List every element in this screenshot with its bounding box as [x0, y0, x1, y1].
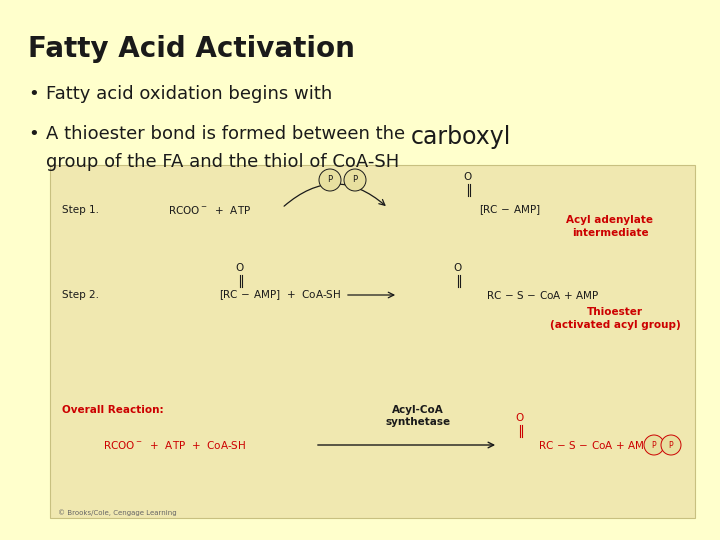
- Text: P: P: [352, 176, 358, 185]
- Text: Acyl adenylate
intermediate: Acyl adenylate intermediate: [567, 215, 654, 238]
- Text: P: P: [669, 441, 673, 449]
- Text: P: P: [328, 176, 333, 185]
- Text: •: •: [28, 125, 39, 143]
- Text: RC$\,-\,$S$\,-\,$CoA + AMP: RC$\,-\,$S$\,-\,$CoA + AMP: [487, 289, 600, 301]
- Text: O: O: [454, 263, 462, 273]
- Text: Fatty acid oxidation begins with: Fatty acid oxidation begins with: [46, 85, 338, 103]
- Circle shape: [661, 435, 681, 455]
- Text: O: O: [236, 263, 244, 273]
- Text: Fatty Acid Activation: Fatty Acid Activation: [28, 35, 355, 63]
- Text: P: P: [652, 441, 657, 449]
- Text: © Brooks/Cole, Cengage Learning: © Brooks/Cole, Cengage Learning: [58, 509, 176, 516]
- Text: O: O: [516, 413, 524, 423]
- Circle shape: [319, 169, 341, 191]
- Circle shape: [344, 169, 366, 191]
- Text: carboxyl: carboxyl: [411, 125, 511, 149]
- Text: [RC$\,-\,$AMP]  +  CoA-SH: [RC$\,-\,$AMP] + CoA-SH: [219, 288, 341, 302]
- Text: group of the FA and the thiol of CoA-SH: group of the FA and the thiol of CoA-SH: [46, 153, 400, 171]
- Bar: [50, 165, 695, 518]
- Text: RCOO$^-$  +  ATP  +  CoA-SH: RCOO$^-$ + ATP + CoA-SH: [104, 439, 247, 451]
- Text: Acyl-CoA
synthetase: Acyl-CoA synthetase: [385, 404, 451, 427]
- Text: Overall Reaction:: Overall Reaction:: [62, 405, 163, 415]
- Text: A thioester bond is formed between the: A thioester bond is formed between the: [46, 125, 411, 143]
- Circle shape: [644, 435, 664, 455]
- Text: Thioester
(activated acyl group): Thioester (activated acyl group): [549, 307, 680, 330]
- Text: RC$\,-\,$S$\,-\,$CoA + AMP +: RC$\,-\,$S$\,-\,$CoA + AMP +: [538, 439, 662, 451]
- Text: [RC$\,-\,$AMP]: [RC$\,-\,$AMP]: [479, 203, 541, 217]
- Text: Step 2.: Step 2.: [62, 290, 99, 300]
- Text: RCOO$^-$  +  ATP: RCOO$^-$ + ATP: [168, 204, 252, 216]
- Text: Step 1.: Step 1.: [62, 205, 99, 215]
- Text: •: •: [28, 85, 39, 103]
- Text: O: O: [464, 172, 472, 182]
